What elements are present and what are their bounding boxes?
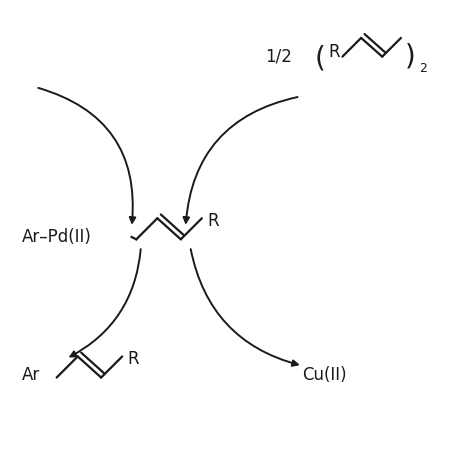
Text: R: R <box>328 43 340 61</box>
Text: R: R <box>128 350 139 368</box>
Text: Ar: Ar <box>21 366 40 384</box>
Text: Ar–Pd(II): Ar–Pd(II) <box>21 228 91 246</box>
Text: ): ) <box>405 43 415 71</box>
Text: 1/2: 1/2 <box>265 48 292 65</box>
Text: Cu(II): Cu(II) <box>302 366 347 384</box>
Text: 2: 2 <box>419 62 427 75</box>
Text: (: ( <box>314 45 325 73</box>
Text: R: R <box>208 211 219 229</box>
